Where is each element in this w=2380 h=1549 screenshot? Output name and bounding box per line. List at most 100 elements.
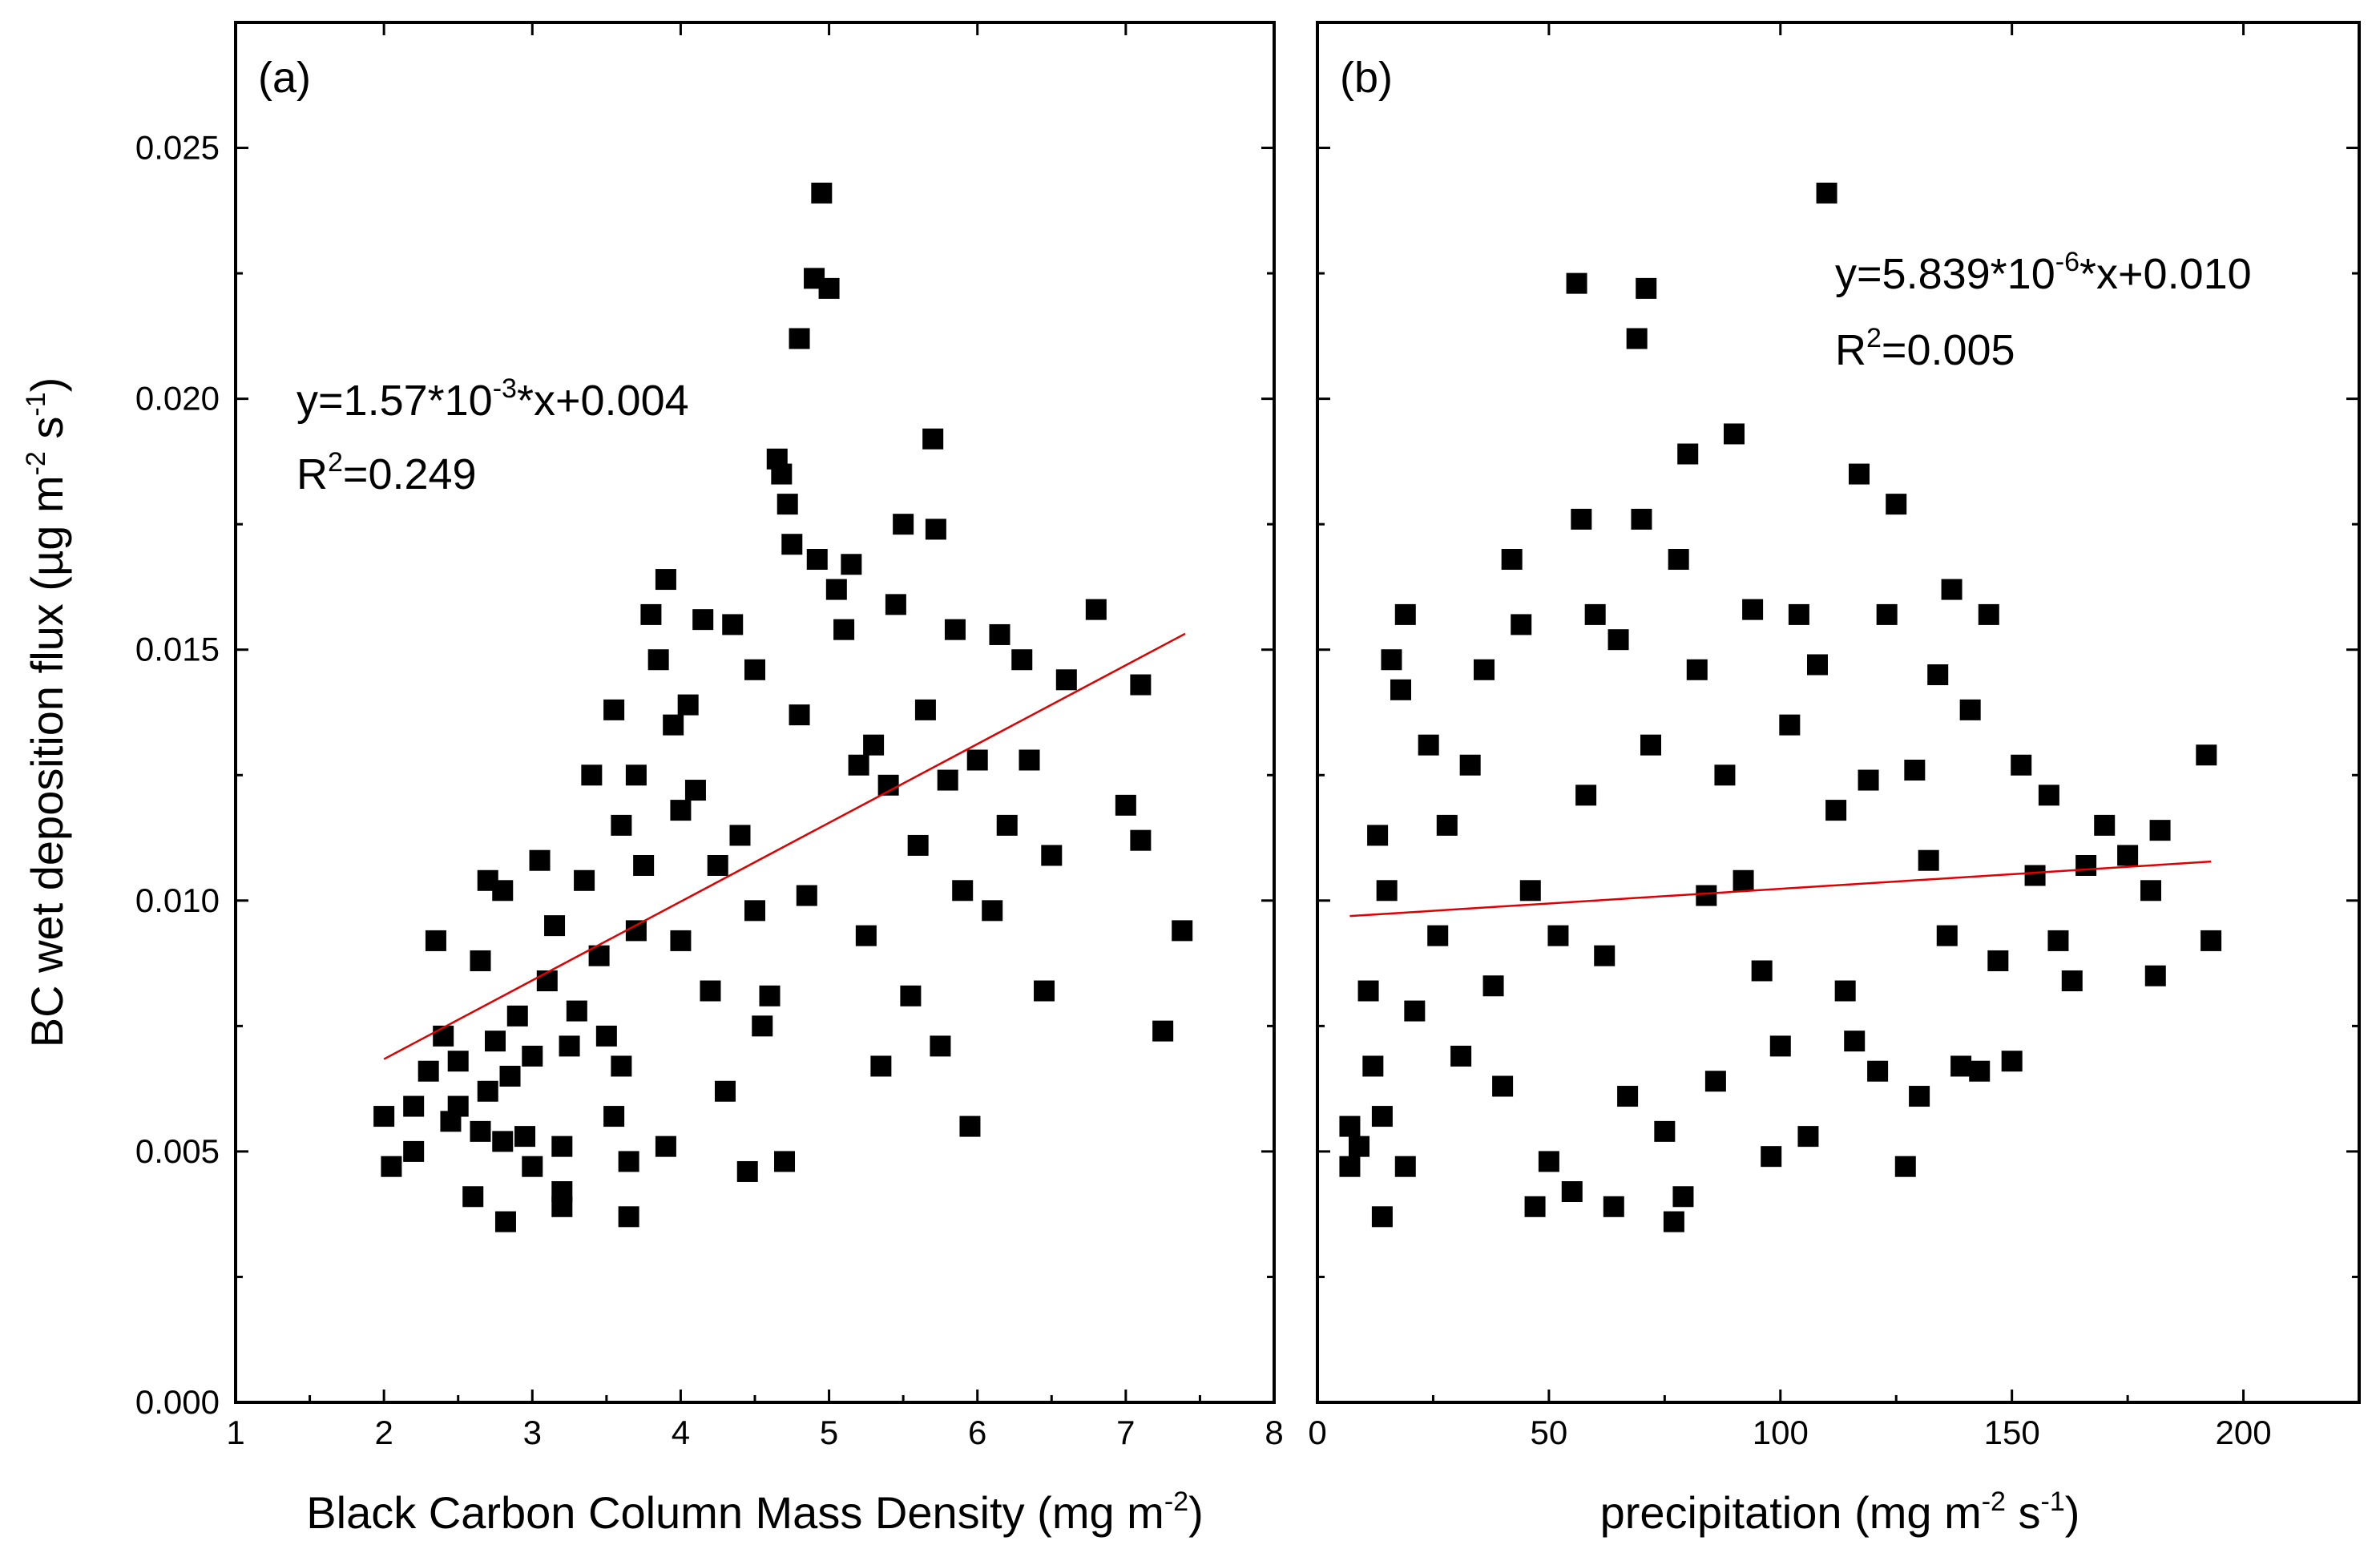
panel-b-y-ticks bbox=[1317, 147, 2359, 1404]
data-point bbox=[1626, 328, 1648, 349]
data-point bbox=[433, 1025, 454, 1047]
data-point bbox=[1584, 603, 1606, 625]
panel-b-equation: y=5.839*10-6*x+0.010 bbox=[1835, 247, 2252, 298]
data-point bbox=[625, 764, 647, 786]
data-point bbox=[1640, 734, 1661, 756]
data-point bbox=[982, 900, 1003, 922]
data-point bbox=[1357, 980, 1379, 1002]
x-tick-label: 5 bbox=[820, 1414, 838, 1451]
data-point bbox=[1115, 794, 1136, 816]
panel-a-x-axis-title: Black Carbon Column Mass Density (mg m-2… bbox=[306, 1486, 1203, 1538]
data-point bbox=[759, 985, 781, 1006]
x-tick-label: 4 bbox=[672, 1414, 690, 1451]
data-point bbox=[1797, 1126, 1819, 1148]
data-point bbox=[647, 649, 669, 671]
data-point bbox=[1733, 869, 1754, 891]
data-point bbox=[603, 1106, 625, 1127]
panel-a-points bbox=[373, 182, 1193, 1232]
data-point bbox=[447, 1095, 469, 1117]
panel-b-points bbox=[1339, 182, 2222, 1232]
data-point bbox=[893, 514, 914, 535]
data-point bbox=[1959, 699, 1981, 720]
data-point bbox=[1474, 659, 1495, 680]
data-point bbox=[989, 623, 1010, 645]
data-point bbox=[536, 970, 558, 992]
data-point bbox=[574, 869, 595, 891]
panel-a-label: (a) bbox=[258, 54, 311, 102]
data-point bbox=[684, 780, 706, 801]
data-point bbox=[1788, 603, 1809, 625]
data-point bbox=[833, 619, 855, 640]
data-point bbox=[1404, 1000, 1426, 1022]
data-point bbox=[2075, 854, 2097, 876]
data-point bbox=[1041, 845, 1063, 866]
data-point bbox=[1172, 920, 1193, 942]
panel-a-x-ticks: 1 2 3 4 5 6 7 8 bbox=[226, 22, 1284, 1451]
data-point bbox=[1636, 277, 1657, 299]
data-point bbox=[841, 554, 862, 575]
x-tick-label: 7 bbox=[1116, 1414, 1135, 1451]
data-point bbox=[796, 885, 817, 906]
data-point bbox=[655, 569, 676, 591]
data-point bbox=[1390, 679, 1411, 700]
data-point bbox=[611, 1055, 632, 1077]
y-tick-label: 0.025 bbox=[135, 129, 220, 167]
data-point bbox=[1603, 1196, 1624, 1217]
data-point bbox=[744, 900, 765, 922]
data-point bbox=[1617, 1086, 1639, 1107]
data-point bbox=[470, 1120, 491, 1142]
data-point bbox=[1575, 785, 1597, 806]
data-point bbox=[1418, 734, 1439, 756]
data-point bbox=[2061, 970, 2083, 992]
data-point bbox=[670, 800, 692, 821]
data-point bbox=[633, 854, 655, 876]
data-point bbox=[1034, 980, 1055, 1002]
data-point bbox=[663, 714, 684, 736]
data-point bbox=[774, 1151, 796, 1172]
panel-b-r2: R2=0.005 bbox=[1835, 323, 2015, 374]
data-point bbox=[522, 1045, 543, 1067]
data-point bbox=[1876, 603, 1898, 625]
data-point bbox=[425, 930, 446, 951]
data-point bbox=[381, 1156, 402, 1177]
data-point bbox=[1362, 1055, 1384, 1077]
data-point bbox=[1519, 880, 1541, 902]
data-point bbox=[1394, 1156, 1416, 1177]
data-point bbox=[966, 749, 988, 771]
x-tick-label: 100 bbox=[1753, 1414, 1809, 1451]
data-point bbox=[1663, 1211, 1684, 1232]
data-point bbox=[1825, 800, 1847, 821]
data-point bbox=[996, 814, 1018, 836]
data-point bbox=[1704, 1071, 1726, 1092]
data-point bbox=[744, 659, 765, 680]
panel-b-label: (b) bbox=[1340, 54, 1393, 102]
data-point bbox=[1339, 1156, 1361, 1177]
x-tick-label: 3 bbox=[523, 1414, 542, 1451]
data-point bbox=[944, 619, 966, 640]
data-point bbox=[1349, 1136, 1370, 1157]
data-point bbox=[1724, 423, 1745, 445]
data-point bbox=[863, 734, 885, 756]
x-tick-label: 0 bbox=[1308, 1414, 1326, 1451]
data-point bbox=[1936, 925, 1958, 946]
data-point bbox=[640, 603, 662, 625]
data-point bbox=[551, 1196, 573, 1217]
data-point bbox=[922, 428, 944, 450]
y-tick-label: 0.000 bbox=[135, 1383, 220, 1421]
data-point bbox=[907, 834, 929, 856]
data-point bbox=[2117, 845, 2139, 866]
data-point bbox=[403, 1095, 425, 1117]
panel-b: 0 50 100 150 200 (b) y=5.839*10-6*x+0.010 R2… bbox=[1308, 21, 2361, 1538]
data-point bbox=[559, 1035, 580, 1057]
data-point bbox=[2024, 865, 2046, 886]
data-point bbox=[1482, 975, 1504, 997]
data-point bbox=[885, 594, 906, 615]
data-point bbox=[1886, 494, 1907, 515]
y-tick-label: 0.005 bbox=[135, 1132, 220, 1170]
data-point bbox=[595, 1025, 617, 1047]
data-point bbox=[1941, 579, 1962, 600]
panel-b-x-axis-title: precipitation (mg m-2 s-1) bbox=[1600, 1486, 2080, 1538]
data-point bbox=[625, 920, 647, 942]
